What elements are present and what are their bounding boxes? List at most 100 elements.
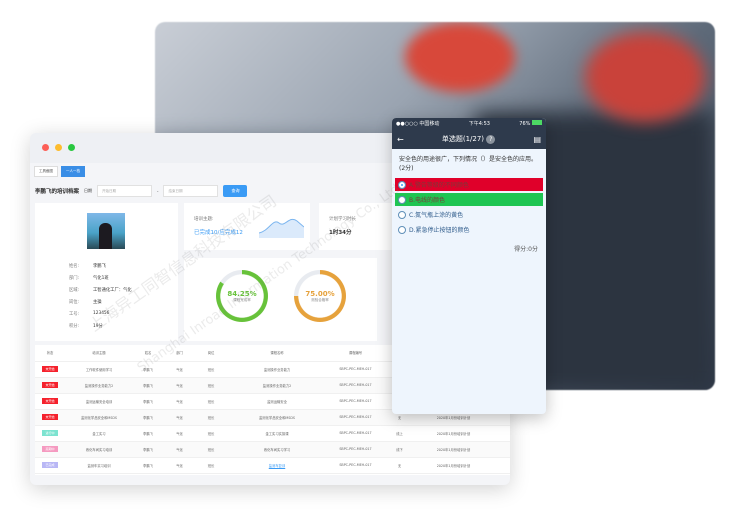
answer-option[interactable]: C.氮气瓶上涂的黄色 <box>395 208 543 221</box>
status-cell: 未开始 <box>35 377 65 394</box>
answer-option[interactable]: B.电线的颜色 <box>395 193 543 206</box>
field-value: 工智通化工厂：气化 <box>93 288 132 293</box>
table-cell: 新建 <box>491 441 510 458</box>
column-header[interactable]: 姓名 <box>133 345 163 362</box>
status-badge: 未开始 <box>42 366 58 372</box>
radio-icon[interactable] <box>398 195 406 204</box>
status-badge: 已完成 <box>42 462 58 468</box>
column-header[interactable]: 部门 <box>163 345 196 362</box>
status-badge: 进行中 <box>42 430 58 436</box>
option-text: C.氮气瓶上涂的黄色 <box>409 212 464 219</box>
column-header[interactable]: 课程编号 <box>328 345 383 362</box>
query-button[interactable]: 查询 <box>223 185 248 197</box>
table-cell: SBPC-PEC-MEH-017 <box>328 425 383 442</box>
table-cell: SBPC-PEC-MEH-017 <box>328 409 383 426</box>
theme-value: 已完成10/应完成12 <box>194 230 243 236</box>
table-cell: 金工实习 <box>65 425 133 442</box>
status-cell: 进行中 <box>35 425 65 442</box>
battery-icon <box>531 120 542 125</box>
table-cell: 班长 <box>196 361 226 378</box>
table-cell: 监测操作业务能力2 <box>65 377 133 394</box>
field-value: 123456 <box>93 311 110 316</box>
rings-card: 84.25% 课程完成率 75.00% 测验合格率 <box>184 258 377 341</box>
clock: 下午4:53 <box>468 121 490 127</box>
field-value: 气化1班 <box>93 276 109 281</box>
battery-level: 76% <box>519 121 531 127</box>
table-cell: 班长 <box>196 457 226 474</box>
field-label: 岗位: <box>69 300 80 305</box>
course-completion-ring: 84.25% 课程完成率 <box>216 270 268 322</box>
profile-field: 姓名: 李鹏飞 <box>69 263 106 269</box>
column-header[interactable]: 课程名称 <box>226 345 328 362</box>
option-text: A.警告等级的不同颜色 <box>409 182 469 189</box>
status-badge: 未开始 <box>42 382 58 388</box>
tab-tools[interactable]: 工具截图 <box>34 166 58 177</box>
ring-value: 84.25% <box>227 289 257 298</box>
start-date-input[interactable]: 开始日期 <box>97 185 153 197</box>
plan-value: 1时34分 <box>329 230 352 236</box>
table-row[interactable]: 延期中 炼化车间实习培训 李鹏飞 气化 班长 炼化车间实习学习 SBPC-PEC-MEH-0… <box>35 441 510 458</box>
ring-label: 测验合格率 <box>311 297 329 302</box>
date-separator: - <box>157 188 159 194</box>
option-text: B.电线的颜色 <box>409 197 446 204</box>
column-header[interactable]: 培训主题 <box>65 345 133 362</box>
quiz-pass-ring: 75.00% 测验合格率 <box>294 270 346 322</box>
table-cell: 李鹏飞 <box>133 425 163 442</box>
table-cell: 班长 <box>196 441 226 458</box>
answer-option[interactable]: A.警告等级的不同颜色 <box>395 178 543 191</box>
profile-card: 姓名: 李鹏飞 部门: 气化1班 区域: 工智通化工厂：气化 岗位: 主操 工号: 123456 积… <box>35 203 178 341</box>
table-cell: 李鹏飞 <box>133 441 163 458</box>
table-cell: 监测化学品安全和MSDS <box>65 409 133 426</box>
column-header[interactable]: 状态 <box>35 345 65 362</box>
close-dot[interactable] <box>42 144 49 151</box>
table-cell: 气化 <box>163 425 196 442</box>
plan-label: 计划学习时长 <box>329 217 356 222</box>
status-badge: 未开始 <box>42 398 58 404</box>
table-cell[interactable]: 监测车复训 <box>226 457 328 474</box>
profile-field: 区域: 工智通化工厂：气化 <box>69 287 132 293</box>
table-cell: 气化 <box>163 441 196 458</box>
tab-profile[interactable]: 一人一档 <box>61 166 85 177</box>
score: 得分:0分 <box>514 246 538 253</box>
minimize-dot[interactable] <box>55 144 62 151</box>
radio-icon[interactable] <box>398 210 406 219</box>
table-cell: 工作软件使用学习 <box>65 361 133 378</box>
field-label: 姓名: <box>69 264 80 269</box>
mobile-quiz-screen: ●●○○○ 中国移动 下午4:53 76% ← 单选题(1/27) ? ▤ 安全… <box>392 118 546 414</box>
table-cell: 班长 <box>196 393 226 410</box>
table-cell: 气化 <box>163 361 196 378</box>
sparkline-icon <box>259 218 304 238</box>
table-cell: 李鹏飞 <box>133 361 163 378</box>
column-header[interactable]: 岗位 <box>196 345 226 362</box>
table-cell: 李鹏飞 <box>133 457 163 474</box>
field-label: 工号: <box>69 312 80 317</box>
carrier: ●●○○○ 中国移动 <box>396 121 440 127</box>
table-cell: 无 <box>383 457 416 474</box>
help-icon[interactable]: ? <box>486 135 496 144</box>
back-arrow-icon[interactable]: ← <box>397 134 404 144</box>
table-cell: 新建 <box>491 457 510 474</box>
theme-label: 培训主题: <box>194 217 214 222</box>
answer-option[interactable]: D.紧急停止按钮的颜色 <box>395 223 543 236</box>
table-cell: SBPC-PEC-MEH-017 <box>328 377 383 394</box>
table-cell: SBPC-PEC-MEH-017 <box>328 441 383 458</box>
maximize-dot[interactable] <box>68 144 75 151</box>
answer-sheet-icon[interactable]: ▤ <box>533 134 541 144</box>
table-row[interactable]: 进行中 金工实习 李鹏飞 气化 班长 金工实习实操课 SBPC-PEC-MEH-017 线上 2… <box>35 425 510 442</box>
radio-icon[interactable] <box>398 225 406 234</box>
radio-icon[interactable] <box>398 180 406 189</box>
profile-field: 积分: 19分 <box>69 323 103 329</box>
table-cell: SBPC-PEC-MEH-017 <box>328 457 383 474</box>
table-cell: 炼化车间实习学习 <box>226 441 328 458</box>
status-bar: ●●○○○ 中国移动 下午4:53 76% <box>392 118 546 129</box>
field-value: 主操 <box>93 300 102 305</box>
table-cell: 气化 <box>163 393 196 410</box>
table-cell: 2020年1月份培训计划 <box>416 441 491 458</box>
table-row[interactable]: 已完成 监测车实习培训 李鹏飞 气化 班长 监测车复训 SBPC-PEC-MEH-017 无 2… <box>35 457 510 474</box>
end-date-input[interactable]: 结束日期 <box>163 185 219 197</box>
field-label: 区域: <box>69 288 80 293</box>
status-cell: 未开始 <box>35 361 65 378</box>
table-cell: 李鹏飞 <box>133 409 163 426</box>
question-title: 单选题(1/27) <box>441 135 485 143</box>
table-cell: 监测车实习培训 <box>65 457 133 474</box>
